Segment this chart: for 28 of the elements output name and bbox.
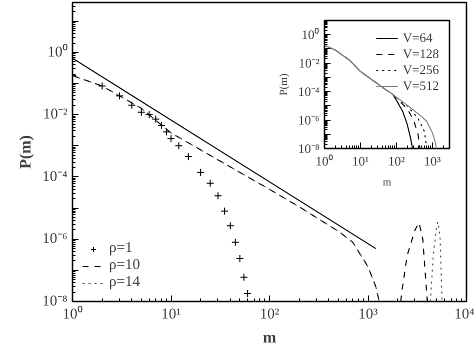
x-tick-label: 10¹ xyxy=(352,154,369,168)
legend-label: V=128 xyxy=(402,46,439,62)
x-tick-label: 10³ xyxy=(358,306,378,322)
x-tick-label: 10⁰ xyxy=(316,154,334,168)
x-axis-title: m xyxy=(382,176,392,188)
y-tick-label: 10⁻⁶ xyxy=(298,112,320,128)
y-tick-label: 10⁻⁸ xyxy=(298,141,320,156)
x-tick-label: 10² xyxy=(260,306,280,322)
y-tick-label: 10⁻⁶ xyxy=(42,231,68,248)
x-tick-label: 10² xyxy=(388,154,405,168)
legend-label: V=64 xyxy=(402,30,432,46)
legend-label: V=512 xyxy=(402,78,439,94)
y-tick-label: 10⁰ xyxy=(302,27,320,42)
y-tick-label: 10⁻² xyxy=(298,56,320,71)
legend-label: V=256 xyxy=(402,62,439,78)
y-tick-label: 10⁻⁴ xyxy=(298,84,320,100)
y-tick-label: 10⁻⁴ xyxy=(42,168,68,185)
y-axis-title: P(m) xyxy=(278,73,290,96)
y-tick-label: 10⁰ xyxy=(48,43,68,60)
legend-label: ρ=1 xyxy=(109,240,132,257)
y-tick-label: 10⁻² xyxy=(43,106,68,123)
y-axis-title: P(m) xyxy=(17,135,34,169)
legend-label: ρ=14 xyxy=(109,274,140,291)
x-axis-title: m xyxy=(262,330,277,346)
x-tick-label: 10¹ xyxy=(161,306,181,322)
legend-label: ρ=10 xyxy=(109,257,140,274)
x-tick-label: 10³ xyxy=(424,154,441,168)
x-tick-label: 10⁴ xyxy=(454,306,474,322)
